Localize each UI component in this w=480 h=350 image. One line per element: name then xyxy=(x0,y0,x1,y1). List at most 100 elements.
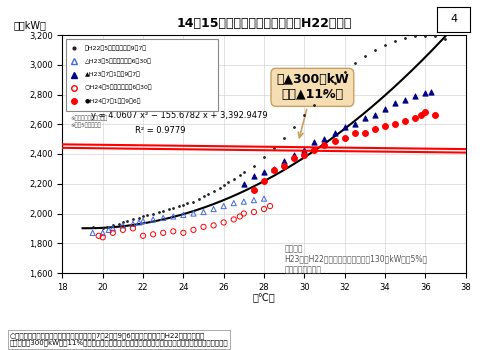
X-axis label: （℃）: （℃） xyxy=(252,293,276,303)
Point xyxy=(260,154,268,160)
Point xyxy=(361,116,369,121)
Point xyxy=(139,214,147,219)
Point xyxy=(123,218,131,224)
Point xyxy=(421,110,429,115)
Point xyxy=(109,226,117,231)
Point xyxy=(270,166,278,172)
Point xyxy=(432,113,439,118)
Point xyxy=(361,131,369,136)
Point xyxy=(210,188,217,194)
Point xyxy=(442,36,449,42)
Point xyxy=(280,135,288,140)
Point xyxy=(180,212,187,218)
Point xyxy=(290,125,298,130)
Point xyxy=(200,193,207,198)
Point xyxy=(270,145,278,151)
Point xyxy=(421,33,429,38)
Text: ※土日祝、臨時日等除く: ※土日祝、臨時日等除く xyxy=(71,116,108,121)
Point xyxy=(129,221,137,227)
Point xyxy=(321,142,328,148)
Point xyxy=(411,116,419,121)
Y-axis label: （万kW）: （万kW） xyxy=(14,20,47,30)
Point xyxy=(230,217,238,222)
Point xyxy=(169,214,177,219)
Point xyxy=(240,169,248,175)
Point xyxy=(240,211,248,216)
Point xyxy=(270,168,278,173)
Point xyxy=(149,211,157,216)
Point xyxy=(115,221,123,227)
Point xyxy=(250,174,258,179)
Point xyxy=(169,205,177,210)
Point xyxy=(236,172,244,177)
Text: ※実績5日最高気温: ※実績5日最高気温 xyxy=(71,122,101,128)
Point xyxy=(99,234,107,240)
Point xyxy=(300,153,308,158)
Point xyxy=(260,206,268,212)
Point xyxy=(183,200,191,206)
Text: ○H24年5月連休明け～6月30日: ○H24年5月連休明け～6月30日 xyxy=(84,85,152,90)
Point xyxy=(351,131,359,136)
Point xyxy=(411,34,419,39)
Point xyxy=(300,147,308,152)
Point xyxy=(135,220,143,225)
Point xyxy=(401,35,409,41)
Point xyxy=(135,215,143,221)
Point xyxy=(331,80,338,85)
Title: 14～15時の最大電力の比較［対H22年比］: 14～15時の最大電力の比較［対H22年比］ xyxy=(176,17,352,30)
Point xyxy=(290,156,298,161)
Point xyxy=(119,223,127,228)
Point xyxy=(401,98,409,103)
Point xyxy=(210,206,217,212)
Point xyxy=(180,202,187,207)
Point xyxy=(331,138,338,144)
Point xyxy=(260,178,268,184)
Point xyxy=(143,212,151,218)
Point xyxy=(210,223,217,228)
Text: ・H22年5月連休明け～9月7日: ・H22年5月連休明け～9月7日 xyxy=(84,46,147,51)
Point xyxy=(411,93,419,99)
FancyBboxPatch shape xyxy=(66,40,217,111)
Text: R² = 0.9779: R² = 0.9779 xyxy=(135,126,185,135)
Point xyxy=(200,209,207,215)
Point xyxy=(95,233,103,239)
Point xyxy=(230,176,238,182)
Text: 【H22相関式】: 【H22相関式】 xyxy=(135,94,182,104)
Point xyxy=(109,230,117,236)
Point xyxy=(311,102,318,108)
Point xyxy=(321,90,328,96)
Point xyxy=(139,218,147,224)
Point xyxy=(149,232,157,237)
Point xyxy=(236,214,244,219)
Text: ○節電をお願いさせていただいた期間である7／2から9／6までの実績では、H22年と比べて、
　平均で約300万kW（約11%）減少しています。この中に節電効果が: ○節電をお願いさせていただいた期間である7／2から9／6までの実績では、H22年… xyxy=(10,332,228,346)
Point xyxy=(204,191,211,197)
Point xyxy=(159,215,167,221)
Point xyxy=(371,47,379,52)
Point xyxy=(290,153,298,158)
Point xyxy=(421,90,429,96)
Point xyxy=(381,106,389,112)
Text: △H23年5月連休明け～6月30日: △H23年5月連休明け～6月30日 xyxy=(84,59,152,64)
Point xyxy=(105,227,113,233)
Point xyxy=(230,200,238,206)
Point xyxy=(311,147,318,152)
Point xyxy=(156,209,163,215)
Text: ▲H23年7月1日～9月7日: ▲H23年7月1日～9月7日 xyxy=(84,72,141,77)
Point xyxy=(139,233,147,239)
Point xyxy=(89,230,96,236)
Point xyxy=(250,209,258,215)
Point xyxy=(220,203,228,209)
Point xyxy=(99,226,107,231)
Point xyxy=(250,197,258,203)
Text: 約▲300万kW
（約▲11%）: 約▲300万kW （約▲11%） xyxy=(276,74,349,138)
Point xyxy=(166,206,173,212)
Point xyxy=(260,196,268,202)
Text: 4: 4 xyxy=(450,14,457,24)
Point xyxy=(129,226,137,231)
Point xyxy=(341,69,348,75)
Point xyxy=(196,196,204,202)
Point xyxy=(432,34,439,39)
Point xyxy=(103,224,110,230)
Point xyxy=(341,135,348,140)
Point xyxy=(129,217,137,222)
